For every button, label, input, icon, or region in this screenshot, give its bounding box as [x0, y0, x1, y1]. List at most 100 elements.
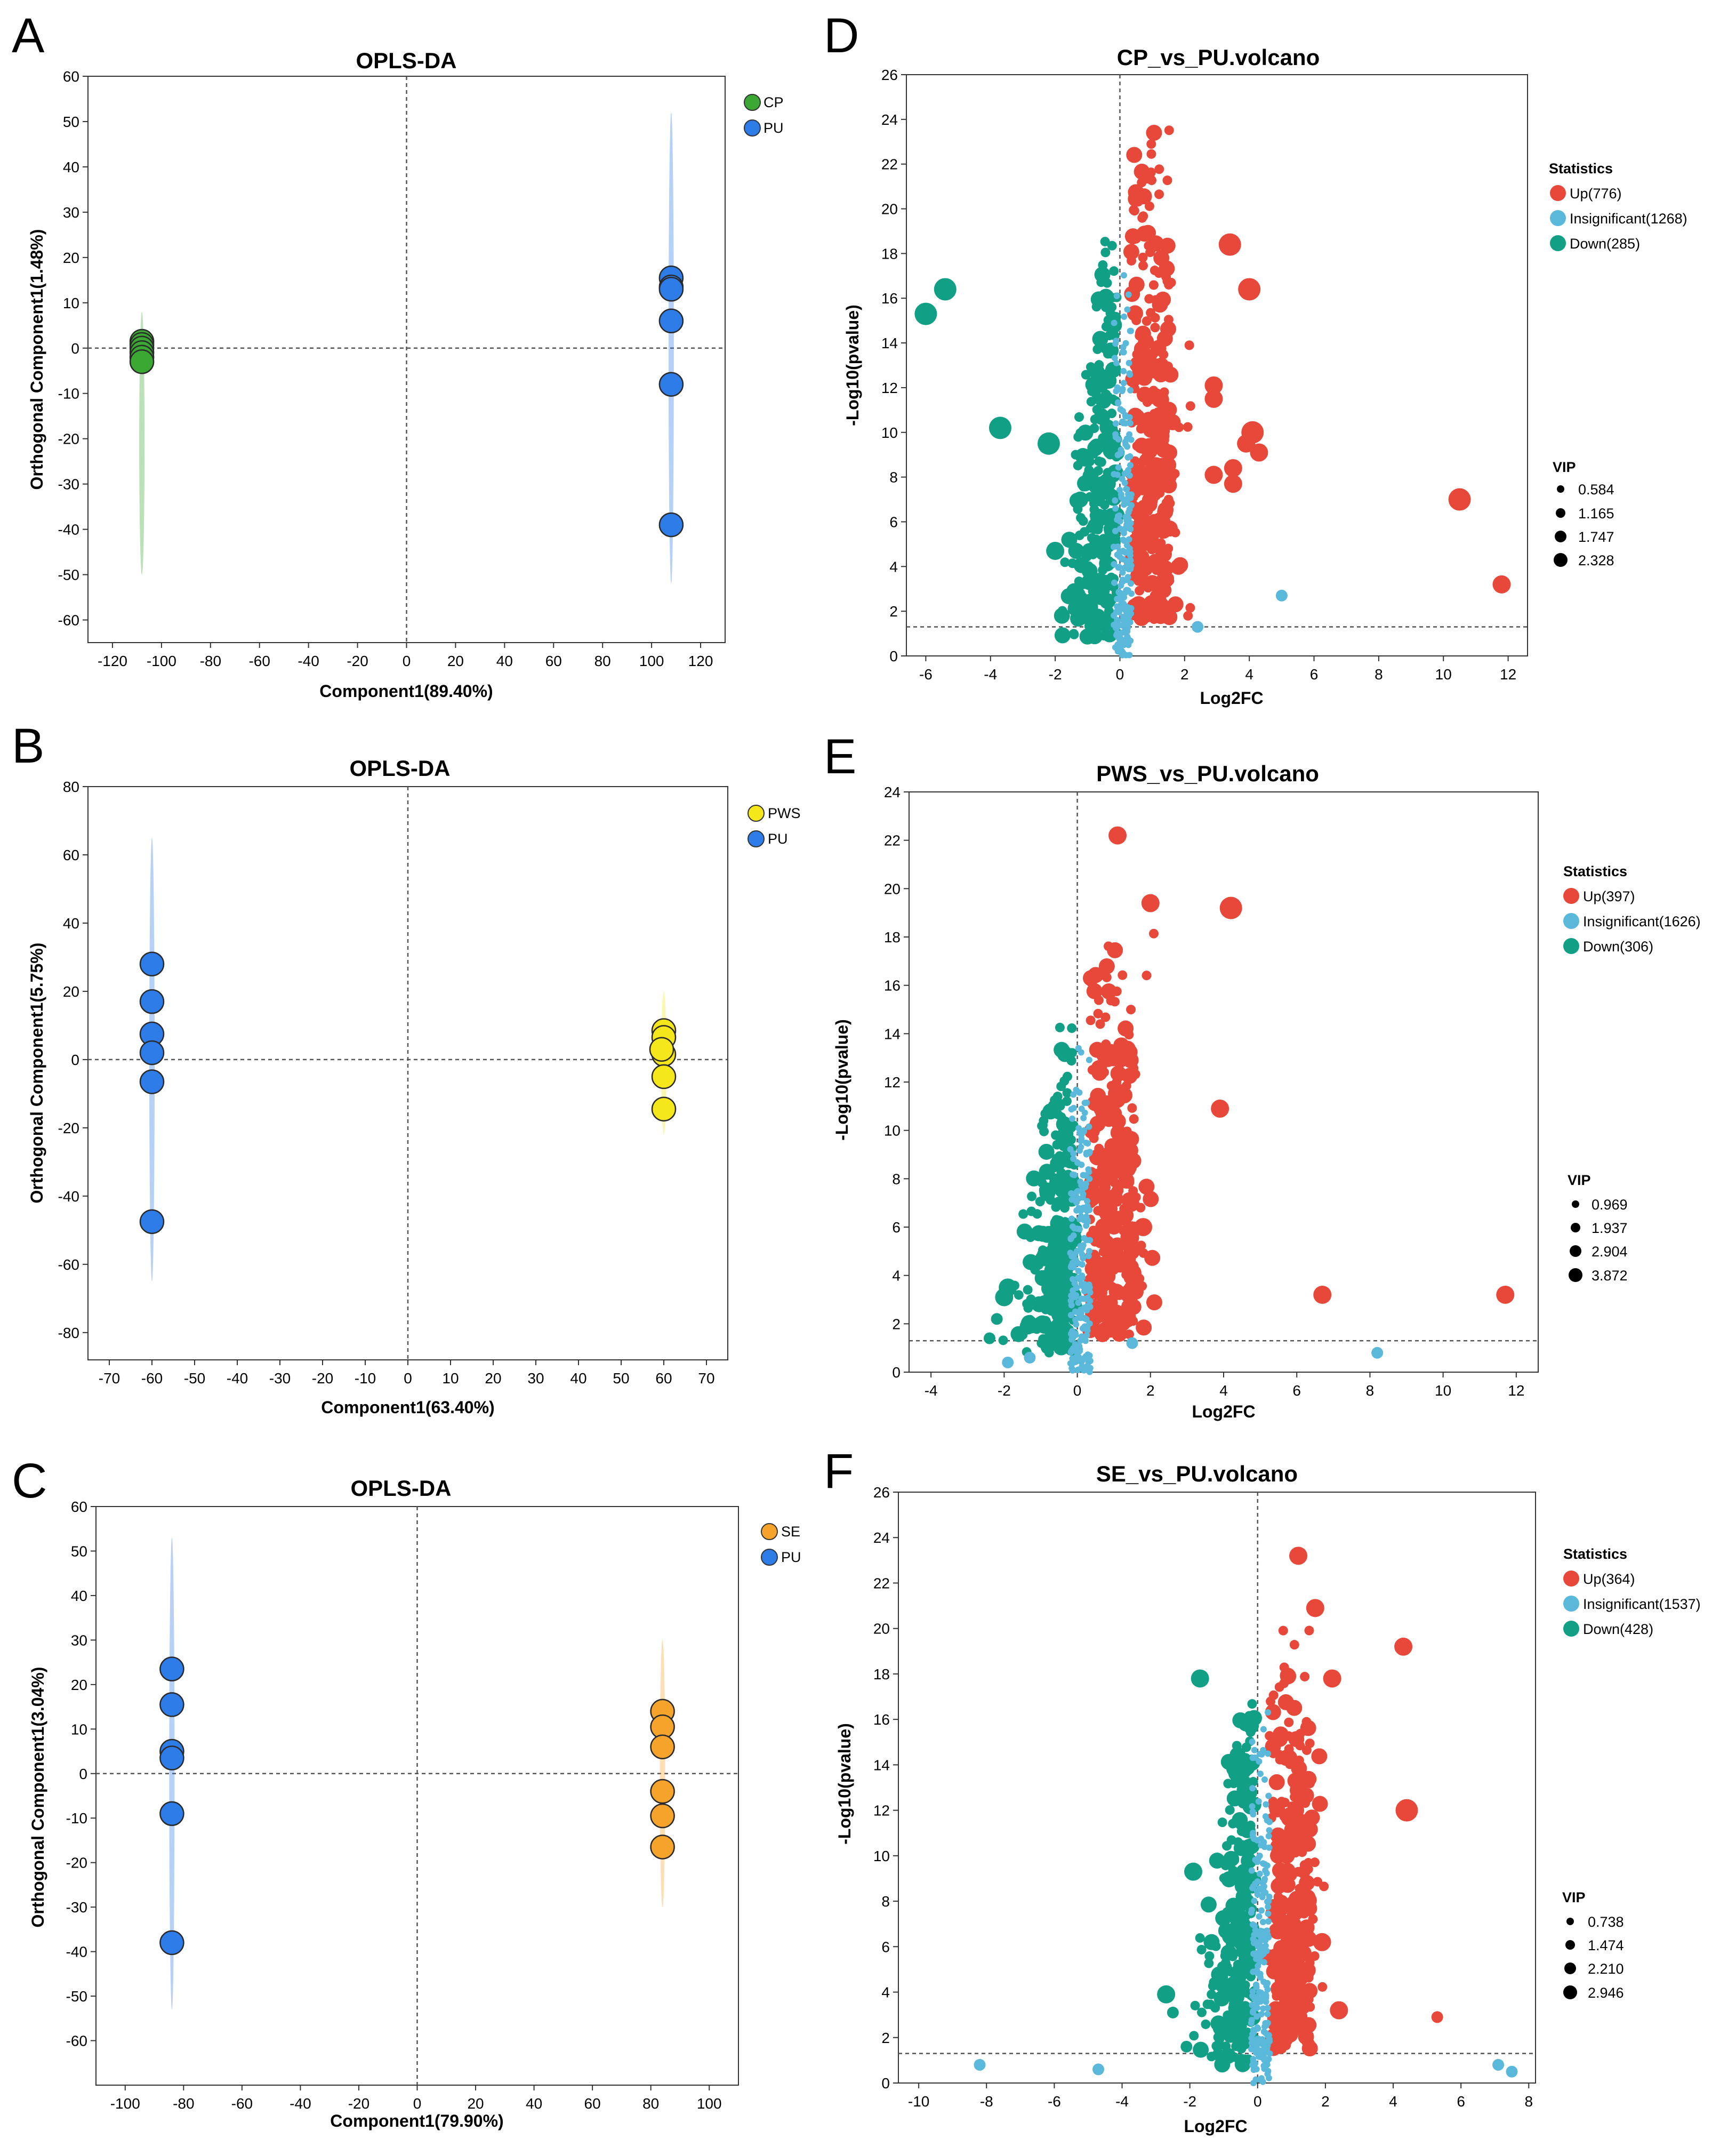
y-tick-label: 6 — [892, 1219, 901, 1236]
x-tick-label: -100 — [147, 653, 176, 669]
sample-point-pu — [139, 1040, 165, 1066]
insignificant-point — [1111, 560, 1118, 567]
legend-marker-down — [1563, 938, 1579, 954]
y-tick-label: 10 — [884, 1123, 901, 1139]
vip-value-1: 0.969 — [1592, 1197, 1628, 1213]
insignificant-point — [1249, 1921, 1256, 1928]
insignificant-point — [1084, 1217, 1091, 1224]
down-point — [1097, 573, 1107, 583]
x-axis-label: Component1(63.40%) — [321, 1398, 494, 1417]
y-tick-label: 20 — [873, 1621, 890, 1637]
up-point — [1110, 997, 1120, 1007]
down-point — [1221, 1874, 1231, 1885]
up-point — [1301, 1745, 1312, 1755]
up-point — [1093, 1008, 1103, 1019]
legend-label-up: Up(776) — [1570, 186, 1622, 202]
sample-point-cp — [129, 349, 155, 374]
down-point — [1051, 1130, 1061, 1140]
up-point — [1087, 1065, 1097, 1075]
insignificant-point — [1072, 1308, 1079, 1315]
legend: PWS PU — [748, 805, 801, 847]
x-tick-label: 0 — [1253, 2093, 1262, 2110]
y-axis-label: -Log10(pvalue) — [835, 1723, 854, 1845]
down-point — [1043, 1225, 1054, 1236]
legend-marker-up — [1563, 1571, 1579, 1587]
up-point — [1155, 582, 1172, 598]
insignificant-point — [1124, 443, 1131, 450]
y-tick-label: 12 — [884, 1074, 901, 1091]
up-point — [1158, 578, 1168, 588]
x-tick-label: 60 — [584, 2095, 601, 2112]
insignificant-point — [1252, 2002, 1259, 2009]
down-point — [1058, 1151, 1074, 1167]
y-axis-label: Orthogonal Component1(1.48%) — [27, 229, 46, 490]
outlier-point-up — [1395, 1799, 1418, 1822]
insignificant-point — [1079, 1194, 1086, 1201]
y-tick-label: 50 — [63, 114, 79, 130]
up-point — [1142, 448, 1152, 459]
down-point — [1104, 598, 1114, 608]
panel-letter-f: F — [824, 1444, 854, 1499]
outlier-point-insig — [1492, 2058, 1505, 2071]
x-tick-label: -60 — [141, 1370, 163, 1387]
down-point — [1081, 370, 1091, 380]
insignificant-point — [1070, 1264, 1077, 1271]
insignificant-point — [1253, 2013, 1260, 2020]
y-tick-label: 40 — [71, 1588, 87, 1604]
down-point — [1039, 1185, 1056, 1201]
insignificant-point — [1259, 1894, 1266, 1901]
insignificant-point — [1071, 1172, 1078, 1179]
x-tick-label: 20 — [467, 2095, 484, 2112]
down-point — [1228, 1865, 1238, 1876]
down-point — [1196, 1944, 1207, 1954]
down-point — [1212, 2043, 1223, 2053]
up-point — [1124, 1279, 1140, 1296]
up-point — [1276, 2001, 1286, 2011]
x-tick-label: 20 — [447, 653, 464, 669]
down-point — [1219, 1982, 1229, 1992]
legend-title: Statistics — [1563, 863, 1627, 879]
chart-title: CP_vs_PU.volcano — [1117, 45, 1320, 70]
outlier-point-down — [1046, 541, 1065, 560]
vip-value-1: 0.738 — [1588, 1914, 1624, 1930]
insignificant-point — [1113, 338, 1120, 345]
insignificant-point — [1120, 616, 1127, 623]
insignificant-point — [1124, 306, 1131, 313]
insignificant-point — [1072, 1341, 1079, 1348]
chart-title: SE_vs_PU.volcano — [1096, 1461, 1298, 1486]
up-point — [1170, 527, 1180, 538]
legend-marker-se — [761, 1523, 778, 1540]
x-tick-label: 40 — [570, 1370, 586, 1387]
y-tick-label: -40 — [66, 1944, 87, 1960]
down-point — [1054, 1042, 1070, 1058]
up-point — [1268, 1774, 1285, 1790]
insignificant-point — [1265, 1832, 1272, 1839]
up-point — [1185, 603, 1195, 613]
insignificant-point — [1111, 471, 1118, 478]
sample-point-pu — [139, 1069, 165, 1094]
insignificant-point — [1265, 2074, 1272, 2081]
x-axis-label: Log2FC — [1200, 688, 1263, 708]
up-point — [1129, 1114, 1139, 1124]
legend-label-up: Up(364) — [1583, 1571, 1635, 1587]
x-tick-label: 100 — [639, 653, 664, 669]
vip-marker-1 — [1566, 1918, 1574, 1925]
down-point — [1211, 1941, 1221, 1951]
down-point — [1111, 533, 1121, 543]
legend-label-pu: PU — [768, 831, 788, 847]
chart-title: OPLS-DA — [350, 756, 451, 781]
insignificant-point — [1119, 407, 1126, 414]
down-point — [1217, 1817, 1227, 1828]
x-tick-label: 40 — [496, 653, 513, 669]
up-point — [1110, 1152, 1127, 1168]
insignificant-point — [1266, 1827, 1273, 1834]
y-tick-label: -60 — [58, 612, 79, 629]
outlier-point-up — [1496, 1285, 1515, 1304]
up-point — [1309, 1951, 1320, 1961]
outlier-point-up — [1306, 1599, 1324, 1617]
down-point — [1092, 331, 1108, 347]
y-tick-label: 0 — [71, 340, 79, 357]
vip-title: VIP — [1562, 1889, 1586, 1905]
vip-value-2: 1.937 — [1592, 1220, 1628, 1236]
